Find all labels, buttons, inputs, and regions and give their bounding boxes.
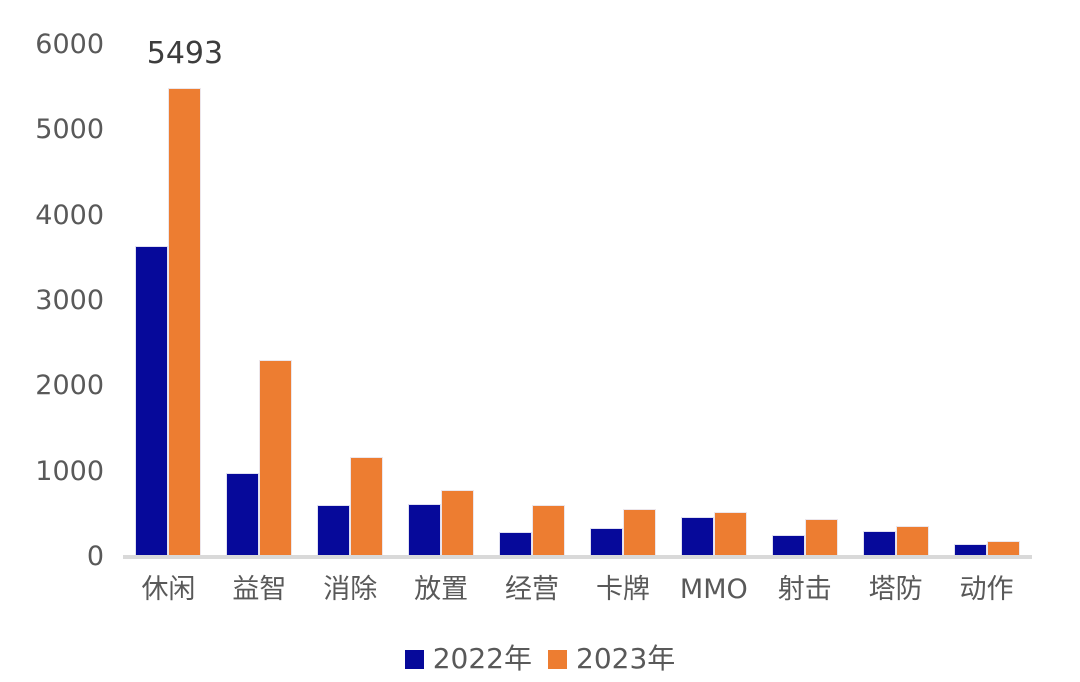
x-axis-category-label: 塔防 xyxy=(868,574,923,605)
legend-swatch-icon xyxy=(404,649,424,669)
bar-2022年-卡牌 xyxy=(589,528,623,557)
bar-group-8 xyxy=(759,518,850,557)
y-axis-tick-label: 1000 xyxy=(35,455,104,487)
x-axis-category-label: 益智 xyxy=(232,574,287,605)
bar-2022年-射击 xyxy=(771,534,805,557)
bar-2022年-放置 xyxy=(408,504,442,557)
bar-2023年-射击 xyxy=(804,518,838,557)
legend-item-2022年: 2022年 xyxy=(404,642,532,675)
bar-group-10 xyxy=(941,541,1032,557)
bar-2023年-经营 xyxy=(532,504,566,557)
bar-2023年-卡牌 xyxy=(622,509,656,557)
x-axis-category-label: 放置 xyxy=(414,574,469,605)
bar-2023年-放置 xyxy=(441,489,475,557)
bar-group-2 xyxy=(214,359,305,557)
x-axis-category-label: 射击 xyxy=(777,574,832,605)
bar-2023年-塔防 xyxy=(895,526,929,557)
bar-2022年-休闲 xyxy=(135,245,169,557)
data-label: 5493 xyxy=(146,36,224,72)
legend: 2022年 2023年 xyxy=(0,644,1080,674)
x-axis-category-label: MMO xyxy=(679,574,748,605)
x-axis-category-label: 休闲 xyxy=(141,574,196,605)
bar-group-1 xyxy=(123,88,214,557)
bar-2023年-动作 xyxy=(986,541,1020,557)
bar-2023年-休闲 xyxy=(168,88,202,557)
legend-label: 2022年 xyxy=(432,642,532,675)
bar-group-3 xyxy=(305,457,396,557)
legend-item-2023年: 2023年 xyxy=(548,644,675,674)
y-axis-tick-label: 4000 xyxy=(35,199,104,231)
bar-group-9 xyxy=(850,526,941,557)
bar-2023年-消除 xyxy=(350,457,384,557)
bar-group-6 xyxy=(578,509,669,557)
x-axis-category-label: 经营 xyxy=(505,574,560,605)
y-axis-tick-label: 6000 xyxy=(35,29,104,60)
x-axis-category-label: 动作 xyxy=(959,574,1014,605)
y-axis-tick-label: 2000 xyxy=(35,370,104,402)
bar-2022年-益智 xyxy=(226,473,260,557)
y-axis-tick-label: 0 xyxy=(86,541,104,572)
legend-label: 2023年 xyxy=(576,642,676,675)
x-axis-line xyxy=(123,555,1032,559)
bar-group-7 xyxy=(668,511,759,557)
bar-2023年-益智 xyxy=(259,359,293,557)
y-axis-tick-label: 3000 xyxy=(35,285,104,316)
bar-2023年-MMO xyxy=(713,511,747,557)
bar-2022年-消除 xyxy=(317,504,351,557)
bar-group-5 xyxy=(487,504,578,557)
bar-2022年-MMO xyxy=(680,516,714,557)
bar-2022年-经营 xyxy=(499,532,533,557)
bar-group-4 xyxy=(396,489,487,557)
bar-2022年-动作 xyxy=(953,543,987,557)
y-axis-tick-label: 5000 xyxy=(35,114,104,146)
legend-swatch-icon xyxy=(548,649,567,669)
bar-2022年-塔防 xyxy=(862,531,896,557)
x-axis-category-label: 消除 xyxy=(323,574,378,605)
x-axis-category-label: 卡牌 xyxy=(595,574,650,605)
